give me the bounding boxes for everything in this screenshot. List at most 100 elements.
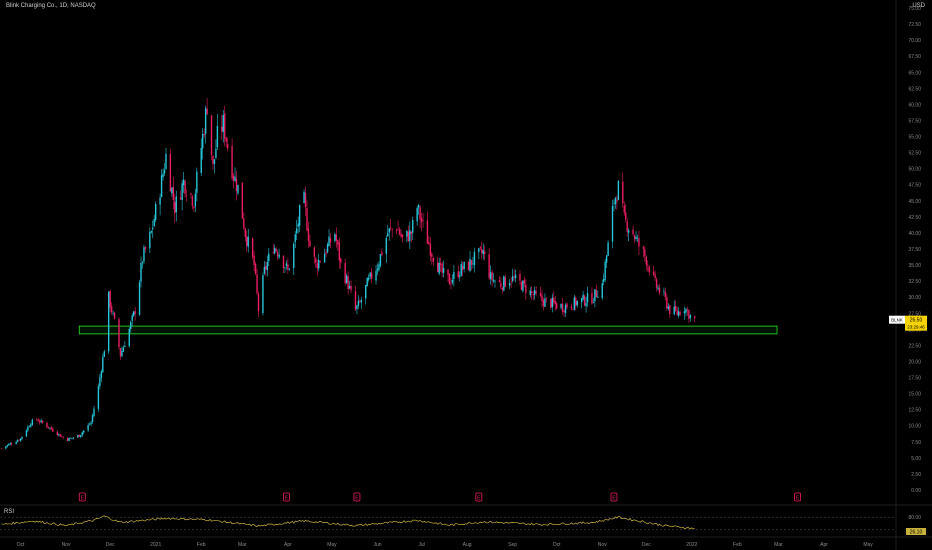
candle-body xyxy=(679,312,681,315)
candle-body xyxy=(622,181,624,204)
price-tick-label: 35.00 xyxy=(908,263,921,269)
candle-body xyxy=(472,263,474,265)
candle-body xyxy=(563,310,565,312)
candle-body xyxy=(215,148,217,159)
candle-body xyxy=(293,243,295,269)
candle-body xyxy=(385,237,388,254)
candle-body xyxy=(27,426,29,431)
time-tick-label: Dec xyxy=(642,542,651,548)
candle-body xyxy=(463,262,465,269)
candle-body xyxy=(46,423,48,428)
time-tick-label: Oct xyxy=(553,542,561,548)
candle-body xyxy=(87,425,89,431)
candle-body xyxy=(529,290,531,295)
candle-body xyxy=(642,247,645,249)
candle-body xyxy=(511,276,514,281)
candle-body xyxy=(572,309,574,310)
candle-body xyxy=(337,240,339,245)
earnings-marker xyxy=(283,492,290,502)
candle-body xyxy=(438,262,440,274)
candle-body xyxy=(350,285,352,291)
candle-body xyxy=(647,264,649,266)
candle-body xyxy=(191,196,194,206)
candle-body xyxy=(617,180,620,201)
candle-body xyxy=(576,300,578,306)
candle-body xyxy=(387,233,389,236)
earnings-marker xyxy=(78,492,86,502)
candle-body xyxy=(224,113,226,139)
time-axis[interactable]: Oct Nov Dec 2021 Feb Mar Apr May Jun Jul Aug Sep Oct… xyxy=(0,536,932,548)
price-tag xyxy=(905,315,927,331)
time-tick-label: 2022 xyxy=(686,542,697,548)
candle-body xyxy=(551,297,553,308)
candle-body xyxy=(400,233,402,237)
candle-body xyxy=(541,295,543,301)
candle-body xyxy=(357,300,360,306)
candle-body xyxy=(25,430,28,437)
candle-body xyxy=(265,266,267,270)
candle-body xyxy=(498,280,501,283)
candle-body xyxy=(539,292,542,296)
price-tick-label: 0.00 xyxy=(911,488,921,494)
candle-body xyxy=(478,248,480,252)
price-tick-label: 5.00 xyxy=(911,456,921,462)
candle-body xyxy=(416,207,418,222)
candle-body xyxy=(11,443,13,445)
earnings-marker-label: E xyxy=(796,496,800,502)
candle-body xyxy=(38,421,41,423)
candle-body xyxy=(439,263,442,265)
candle-body xyxy=(184,180,186,194)
candle-body xyxy=(560,304,562,308)
candle-body xyxy=(638,238,640,247)
candle-body xyxy=(225,137,227,142)
earnings-marker-label: E xyxy=(477,496,481,502)
candle-body xyxy=(597,296,599,298)
candle-body xyxy=(494,280,496,282)
candle-body xyxy=(376,268,379,271)
candle-body xyxy=(669,305,671,315)
candle-body xyxy=(216,125,219,148)
candle-body xyxy=(595,290,598,297)
candle-body xyxy=(119,348,122,357)
candle-body xyxy=(457,271,459,278)
candle-body xyxy=(83,430,85,433)
candle-body xyxy=(347,276,349,290)
candle-body xyxy=(470,259,473,265)
candle-body xyxy=(103,351,105,357)
candle-body xyxy=(514,274,517,279)
candle-body xyxy=(210,115,213,155)
price-tick-label: 32.50 xyxy=(908,279,921,285)
candle-body xyxy=(31,419,34,425)
time-tick-label: Apr xyxy=(284,542,292,548)
candle-body xyxy=(481,249,483,254)
price-tick-label: 2.50 xyxy=(911,472,921,478)
candle-body xyxy=(489,272,492,279)
candle-body xyxy=(313,247,316,257)
rsi-line xyxy=(1,515,695,530)
candle-body xyxy=(153,219,155,227)
candle-body xyxy=(652,271,655,275)
candle-body xyxy=(367,277,370,280)
rsi-pane: 80.00 26.10 xyxy=(0,504,932,536)
candle-body xyxy=(122,347,125,352)
candle-body xyxy=(144,247,147,250)
candle-body xyxy=(484,251,486,254)
candle-body xyxy=(666,297,668,309)
price-tick-label: 17.50 xyxy=(908,376,921,382)
candle-body xyxy=(395,229,398,232)
candle-body xyxy=(533,290,536,295)
candle-body xyxy=(36,419,38,420)
earnings-marker-label: E xyxy=(81,496,85,502)
candle-body xyxy=(580,298,583,303)
candle-body xyxy=(644,249,646,257)
candle-body xyxy=(262,275,264,314)
candle-body xyxy=(426,220,429,244)
candle-body xyxy=(555,303,558,309)
candle-body xyxy=(632,229,634,235)
price-axis[interactable]: 0.00 2.50 5.00 7.50 10.00 12.50 15.00 17.50 20.0… xyxy=(895,0,921,550)
price-tick-label: 37.50 xyxy=(908,247,921,253)
candle-body xyxy=(602,279,605,282)
time-tick-label: Mar xyxy=(238,542,247,548)
candle-body xyxy=(348,285,351,289)
